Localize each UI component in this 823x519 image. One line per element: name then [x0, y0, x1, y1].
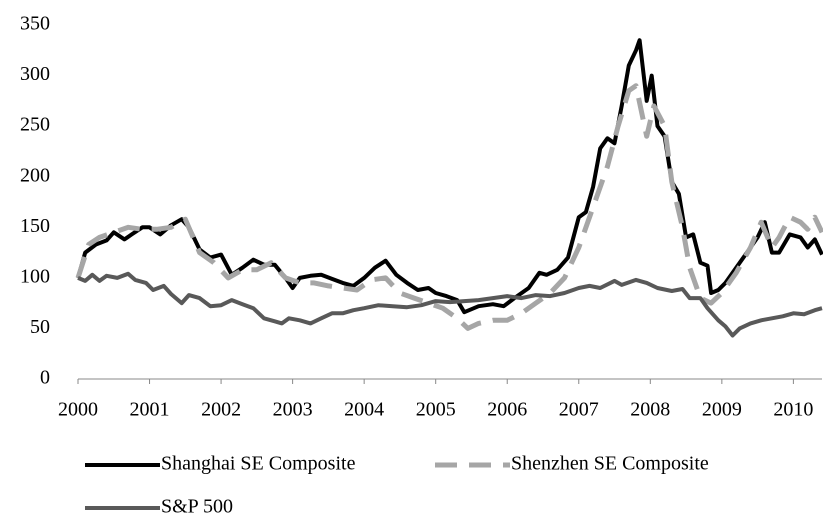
- series-line: [76, 38, 823, 315]
- y-tick-label: 100: [20, 265, 50, 287]
- x-tick-label: 2000: [58, 399, 98, 421]
- y-tick-label: 250: [20, 114, 50, 136]
- x-tick-label: 2007: [559, 399, 599, 421]
- series-line: [75, 83, 823, 331]
- x-tick-label: 2008: [630, 399, 670, 421]
- y-tick-label: 50: [30, 316, 50, 338]
- legend-label: Shanghai SE Composite: [161, 453, 356, 475]
- x-tick-label: 2003: [273, 399, 313, 421]
- legend-label: Shenzhen SE Composite: [511, 453, 709, 475]
- x-tick-label: 2002: [201, 399, 241, 421]
- series-line: [77, 271, 823, 338]
- x-tick-label: 2004: [344, 399, 384, 421]
- y-tick-label: 0: [40, 367, 50, 389]
- legend-label: S&P 500: [161, 496, 233, 518]
- x-tick-label: 2010: [773, 399, 813, 421]
- x-tick-label: 2009: [702, 399, 742, 421]
- x-tick-label: 2005: [416, 399, 456, 421]
- y-tick-label: 150: [20, 215, 50, 237]
- y-tick-label: 200: [20, 164, 50, 186]
- y-tick-label: 350: [20, 13, 50, 35]
- x-tick-label: 2001: [130, 399, 170, 421]
- y-tick-label: 300: [20, 63, 50, 85]
- x-tick-label: 2006: [487, 399, 527, 421]
